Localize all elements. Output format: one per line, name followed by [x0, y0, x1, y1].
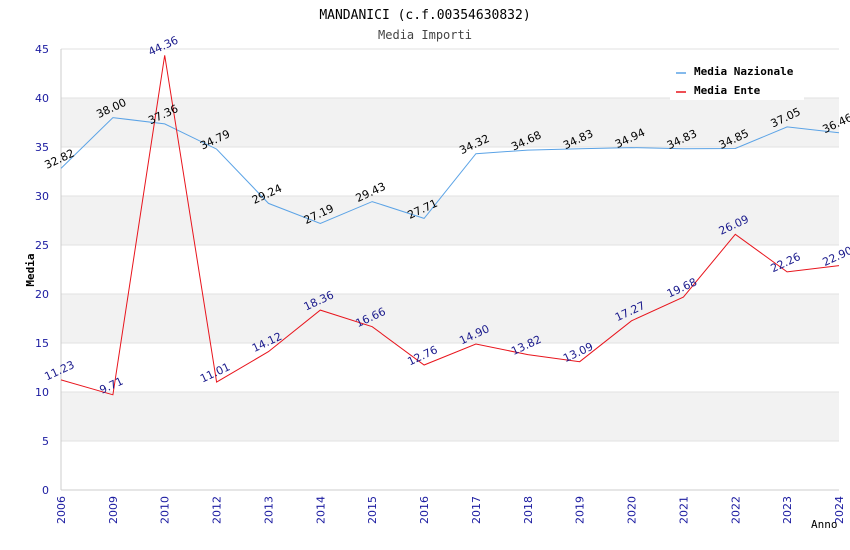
band [61, 147, 839, 196]
x-tick-label: 2021 [677, 496, 690, 524]
y-axis-label: Media [24, 253, 37, 286]
x-tick-label: 2013 [262, 496, 275, 524]
y-tick-label: 45 [35, 43, 49, 56]
x-tick-label: 2015 [366, 496, 379, 524]
y-tick-label: 15 [35, 337, 49, 350]
band [61, 294, 839, 343]
x-tick-label: 2020 [626, 496, 639, 524]
x-axis-label: Anno [811, 518, 838, 531]
x-tick-label: 2017 [470, 496, 483, 524]
band [61, 392, 839, 441]
chart-subtitle: Media Importi [378, 28, 472, 42]
y-tick-label: 25 [35, 239, 49, 252]
legend-label-media-ente: Media Ente [694, 84, 761, 97]
series-line-media-ente [60, 55, 840, 396]
y-tick-label: 40 [35, 92, 49, 105]
gridlines [61, 48, 839, 491]
y-tick-labels: 0 5 10 15 20 25 30 35 40 45 [35, 43, 49, 497]
legend: Media Nazionale Media Ente [670, 60, 804, 100]
x-tick-label: 2019 [574, 496, 587, 524]
series-line-media-nazionale [60, 117, 840, 225]
x-tick-label: 2016 [418, 496, 431, 524]
y-tick-label: 30 [35, 190, 49, 203]
legend-label-media-nazionale: Media Nazionale [694, 65, 794, 78]
band [61, 98, 839, 147]
chart-title: MANDANICI (c.f.00354630832) [319, 8, 530, 23]
x-tick-label: 2022 [729, 496, 742, 524]
x-tick-labels: 2006 2009 2010 2012 2013 2014 2015 2016 2017 2018… [55, 496, 846, 524]
x-tick-label: 2006 [55, 496, 68, 524]
background-bands [61, 49, 839, 490]
y-tick-label: 35 [35, 141, 49, 154]
x-tick-label: 2014 [314, 496, 327, 524]
x-tick-label: 2024 [833, 496, 846, 524]
x-tick-label: 2018 [522, 496, 535, 524]
series-lines [60, 55, 840, 396]
y-tick-label: 5 [42, 435, 49, 448]
y-tick-label: 10 [35, 386, 49, 399]
band [61, 441, 839, 490]
x-tick-label: 2010 [159, 496, 172, 524]
band [61, 343, 839, 392]
x-tick-label: 2012 [211, 496, 224, 524]
x-tick-label: 2023 [781, 496, 794, 524]
y-tick-label: 0 [42, 484, 49, 497]
x-tick-label: 2009 [107, 496, 120, 524]
band [61, 245, 839, 294]
y-tick-label: 20 [35, 288, 49, 301]
